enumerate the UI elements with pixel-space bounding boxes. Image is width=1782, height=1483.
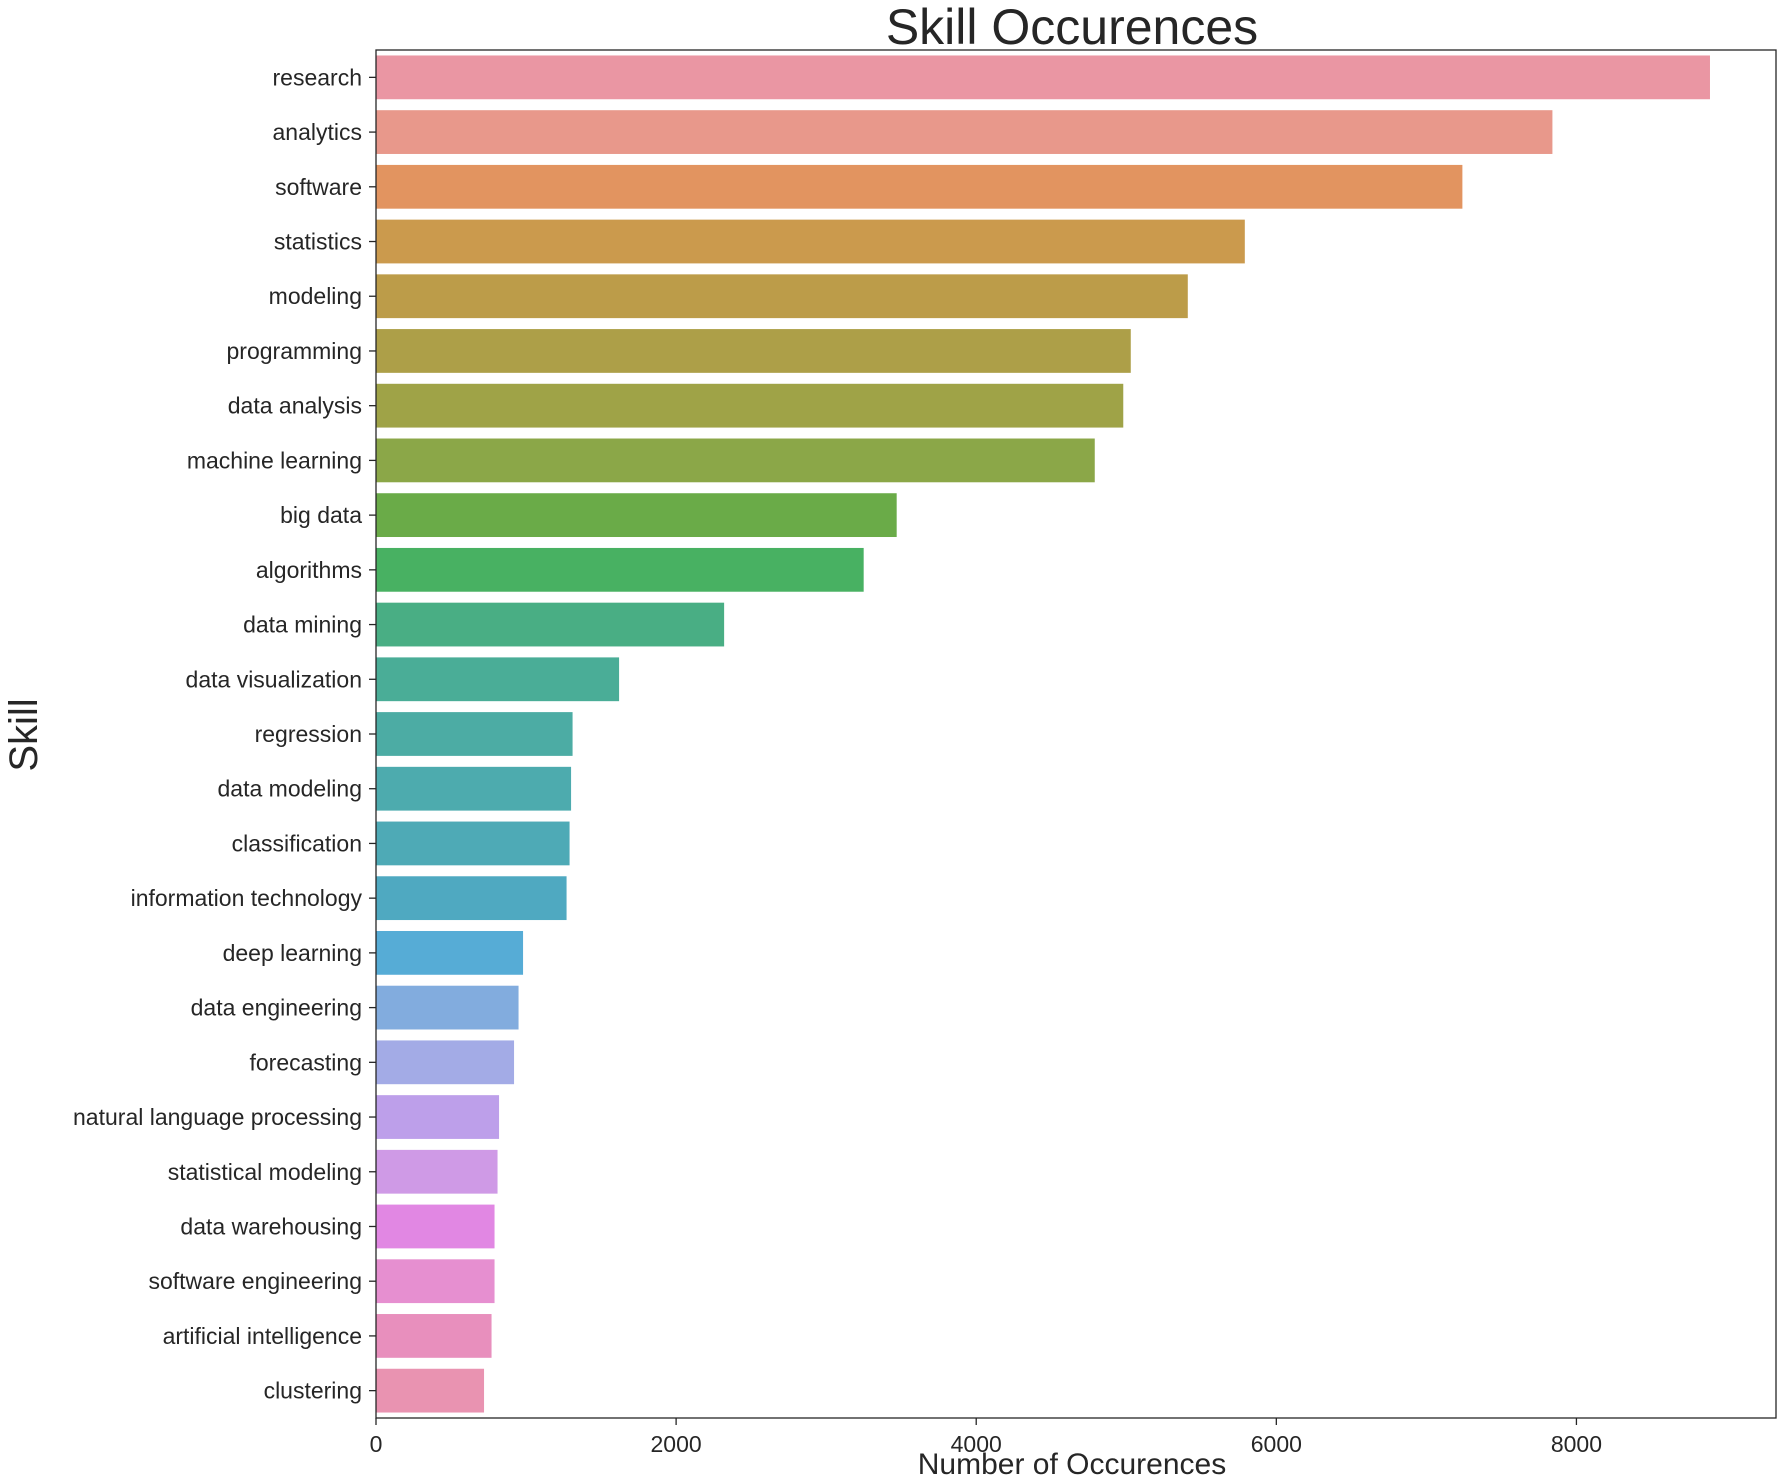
y-tick-label: data warehousing [180,1213,362,1239]
y-tick-label: natural language processing [73,1104,362,1130]
bar-forecasting [376,1040,515,1085]
y-tick-label: big data [280,502,362,528]
y-tick-label: algorithms [256,557,362,583]
bar-statistical-modeling [376,1149,498,1194]
bar-big-data [376,493,897,538]
bar-algorithms [376,547,864,592]
y-tick-label: data engineering [191,995,362,1021]
bar-data-modeling [376,766,572,811]
y-tick-label: statistics [274,229,362,255]
chart-title: Skill Occurences [886,0,1258,55]
x-tick-label: 6000 [1251,1431,1302,1457]
bar-modeling [376,274,1188,319]
y-tick-label: analytics [273,119,362,145]
x-ticks: 0 2000 4000 6000 8000 [370,1418,1602,1457]
x-tick-label: 4000 [951,1431,1002,1457]
y-tick-label: research [273,64,362,90]
x-tick-label: 0 [370,1431,383,1457]
y-tick-label: clustering [264,1378,362,1404]
y-axis-label: Skill [2,698,46,771]
y-tick-label: data visualization [186,666,362,692]
bar-clustering [376,1368,485,1413]
y-tick-label: data mining [243,612,362,638]
bar-data-engineering [376,985,519,1030]
bar-software-engineering [376,1259,495,1304]
x-tick-label: 8000 [1551,1431,1602,1457]
bar-statistics [376,219,1245,264]
bar-data-visualization [376,657,620,702]
y-tick-label: software [275,174,362,200]
y-tick-label: classification [232,830,362,856]
bar-programming [376,329,1131,373]
bar-group [376,55,1710,1413]
y-tick-label: modeling [269,283,362,309]
x-axis-label: Number of Occurences [918,1448,1226,1481]
y-tick-label: data analysis [228,393,362,419]
y-tick-label: deep learning [223,940,362,966]
bar-data-analysis [376,383,1124,428]
bar-natural-language-processing [376,1095,500,1139]
x-tick-label: 2000 [651,1431,702,1457]
y-tick-label: forecasting [249,1049,362,1075]
bar-deep-learning [376,930,524,975]
y-tick-label: data modeling [218,776,363,802]
y-tick-label: regression [255,721,362,747]
bar-data-mining [376,602,725,647]
y-tick-label: software engineering [148,1268,362,1294]
y-tick-label: statistical modeling [168,1159,362,1185]
bar-machine-learning [376,438,1095,483]
bar-classification [376,821,570,866]
bar-artificial-intelligence [376,1314,492,1358]
plot-frame [375,49,1777,1419]
y-tick-label: programming [227,338,363,364]
bar-regression [376,712,573,756]
bar-information-technology [376,876,567,921]
y-tick-label: machine learning [187,447,362,473]
bar-research [376,55,1710,100]
y-tick-label: artificial intelligence [163,1323,362,1349]
y-tick-labels: research analytics software statistics model… [73,64,376,1404]
y-tick-label: information technology [131,885,363,911]
bar-analytics [376,110,1553,154]
bar-software [376,164,1463,209]
bar-data-warehousing [376,1204,495,1249]
